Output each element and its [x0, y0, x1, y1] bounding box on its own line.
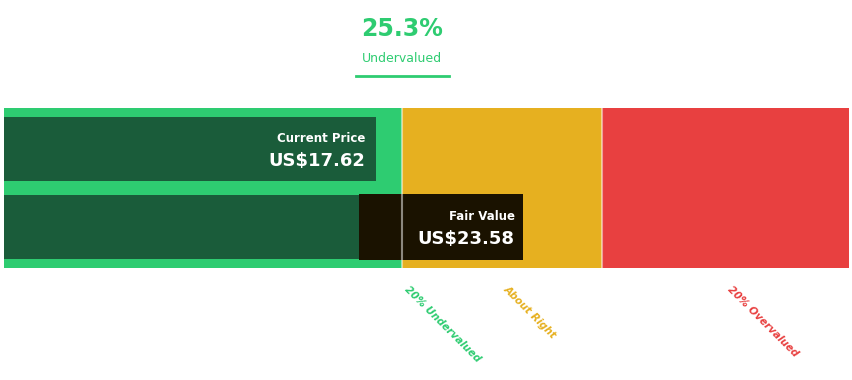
Bar: [4, 195, 502, 259]
Text: 25.3%: 25.3%: [361, 17, 443, 41]
Text: Undervalued: Undervalued: [362, 52, 442, 65]
Text: 20% Undervalued: 20% Undervalued: [402, 284, 481, 364]
Bar: [601, 108, 848, 268]
Text: US$17.62: US$17.62: [268, 152, 366, 170]
Bar: [402, 108, 601, 268]
Text: 20% Overvalued: 20% Overvalued: [724, 284, 798, 358]
FancyBboxPatch shape: [358, 195, 522, 260]
Text: About Right: About Right: [502, 284, 558, 340]
Bar: [4, 108, 402, 268]
Text: US$23.58: US$23.58: [417, 230, 514, 248]
Text: Fair Value: Fair Value: [448, 211, 514, 223]
Bar: [4, 117, 376, 181]
Text: Current Price: Current Price: [277, 132, 366, 145]
